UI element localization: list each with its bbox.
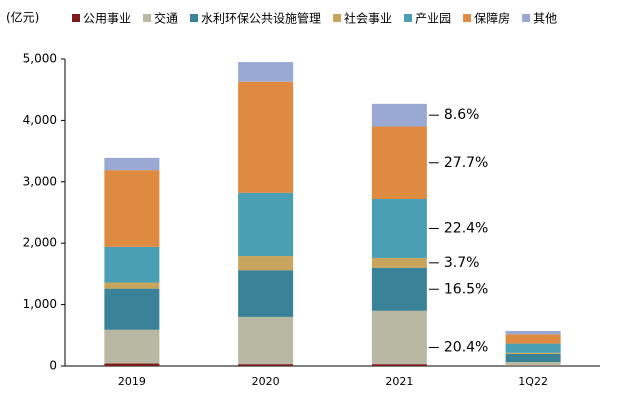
legend-swatch [72,14,80,22]
bar-segment [238,270,293,317]
y-tick-label: 2,000 [23,236,57,250]
legend-label: 保障房 [474,11,510,26]
bar-segment [238,193,293,256]
x-tick-label: 1Q22 [518,375,548,388]
annotation: 3.7% [444,255,480,271]
legend-swatch [463,14,471,22]
bar-segment [372,104,427,127]
bar-segment [506,362,561,366]
annotation: 20.4% [444,339,488,355]
annotation: 16.5% [444,281,488,297]
bar-segment [104,364,159,366]
x-tick-label: 2019 [118,375,146,388]
bar-segment [372,268,427,311]
y-tick-label: 5,000 [23,52,57,66]
bar-segment [104,289,159,330]
legend-swatch [143,14,151,22]
annotation: 22.4% [444,220,488,236]
bar-segment [238,364,293,366]
bar-segment [506,344,561,353]
y-tick-label: 1,000 [23,297,57,311]
bar-segment [104,330,159,364]
bar-segment [104,282,159,288]
bar-segment [372,199,427,258]
bar-segment [372,364,427,366]
bar-segment [506,331,561,334]
bar-segment [372,127,427,199]
bar-segment [506,353,561,354]
y-unit-label: (亿元) [6,10,39,25]
bar-segment [104,170,159,247]
legend-swatch [333,14,341,22]
bar-segment [238,317,293,364]
bar-segment [506,354,561,362]
legend-swatch [522,14,530,22]
x-tick-label: 2021 [385,375,413,388]
annotation: 27.7% [444,155,488,171]
annotation: 8.6% [444,107,480,123]
y-tick-label: 3,000 [23,174,57,188]
bar-segment [372,311,427,364]
legend-label: 公用事业 [83,12,131,26]
bar-segment [506,334,561,343]
legend-label: 水利环保公共设施管理 [201,11,321,26]
bar-segment [104,158,159,170]
legend-swatch [190,14,198,22]
x-tick-label: 2020 [252,375,280,388]
legend-label: 社会事业 [344,11,392,26]
legend-swatch [404,14,412,22]
y-tick-label: 0 [49,359,57,373]
bar-segment [104,247,159,283]
legend-label: 交通 [154,11,178,26]
bar-segment [238,256,293,270]
bar-segment [238,82,293,193]
bar-segment [372,258,427,268]
legend-label: 其他 [533,12,557,26]
bar-segment [238,62,293,82]
legend-label: 产业园 [415,12,451,26]
y-tick-label: 4,000 [23,113,57,127]
